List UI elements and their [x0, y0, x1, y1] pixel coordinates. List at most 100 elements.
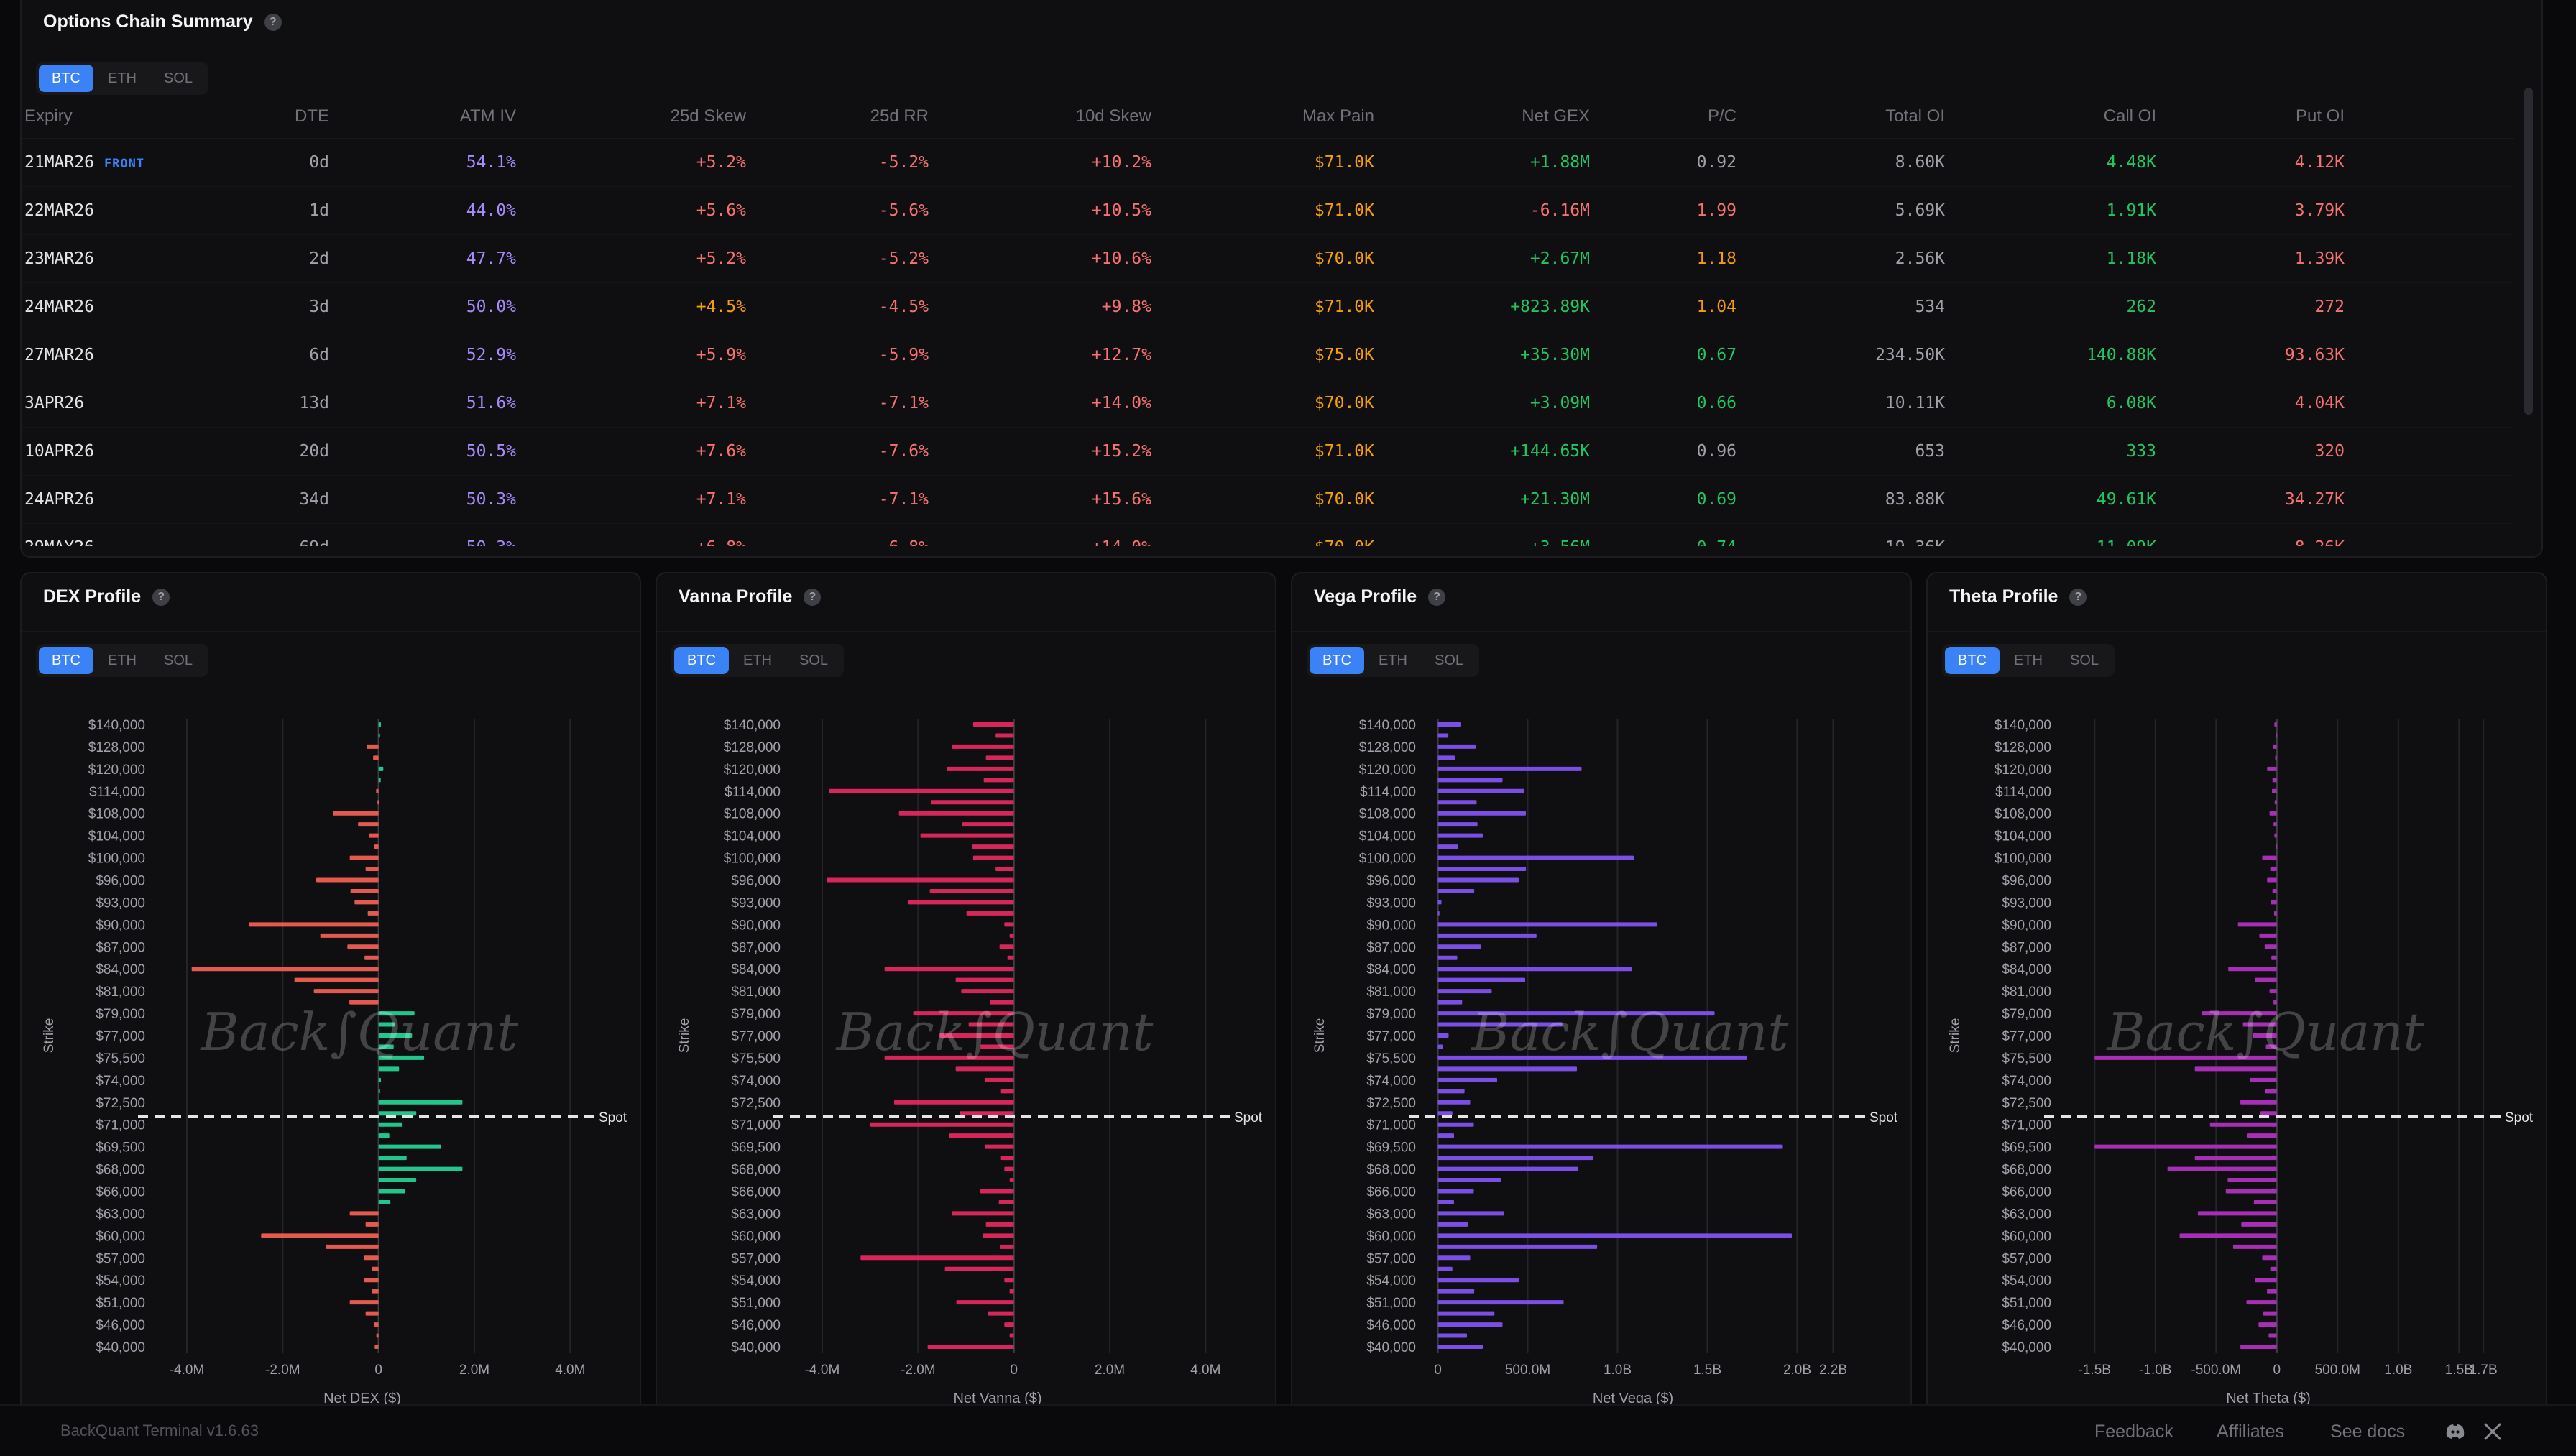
dte-cell: 13d [299, 394, 329, 413]
discord-icon[interactable] [2444, 1420, 2467, 1443]
expiry-cell: 23MAR26 [22, 249, 200, 268]
table-scrollbar[interactable] [2524, 88, 2533, 415]
bar [1438, 1189, 1474, 1194]
bar [955, 977, 1014, 982]
x-twitter-icon[interactable] [2481, 1420, 2504, 1443]
strike-tick-label: $60,000 [731, 1229, 781, 1244]
strike-tick-label: $96,000 [2002, 874, 2051, 889]
table-row[interactable]: 24MAR26 3d 50.0% +4.5% -4.5% +9.8% $71.0K +823.… [22, 283, 2514, 331]
table-row[interactable]: 3APR26 13d 51.6% +7.1% -7.1% +14.0% $70.0K +3.0… [22, 379, 2514, 428]
column-header[interactable]: Expiry [24, 106, 73, 126]
x-tick-label: 2.0M [1095, 1363, 1125, 1378]
bar [972, 844, 1014, 849]
strike-tick-label: $60,000 [96, 1229, 145, 1244]
help-icon[interactable]: ? [152, 588, 170, 606]
bar [990, 1000, 1014, 1005]
tab-btc[interactable]: BTC [674, 647, 729, 674]
strike-tick-label: $79,000 [731, 1007, 781, 1022]
column-header[interactable]: ATM IV [459, 106, 516, 126]
help-icon[interactable]: ? [264, 13, 282, 31]
tab-eth[interactable]: ETH [108, 70, 137, 86]
watermark-logo: Back∫Quant [200, 1002, 519, 1062]
bar [313, 989, 379, 994]
tab-btc[interactable]: BTC [39, 65, 93, 92]
tab-sol[interactable]: SOL [164, 653, 193, 668]
bar [962, 822, 1014, 827]
strike-tick-label: $68,000 [731, 1163, 781, 1178]
help-icon[interactable]: ? [2069, 588, 2087, 606]
tab-eth[interactable]: ETH [743, 653, 772, 668]
column-header[interactable]: 10d Skew [1075, 106, 1151, 126]
pc-ratio-cell: 1.04 [1696, 298, 1736, 316]
strike-tick-label: $75,500 [1366, 1051, 1416, 1066]
column-header[interactable]: DTE [295, 106, 329, 126]
feedback-link[interactable]: Feedback [2094, 1422, 2174, 1442]
column-header[interactable]: Total OI [1885, 106, 1945, 126]
see-docs-link[interactable]: See docs [2330, 1422, 2406, 1442]
strike-tick-label: $69,500 [2002, 1141, 2051, 1156]
expiry-cell: 29MAY26 [22, 538, 200, 546]
help-icon[interactable]: ? [1428, 588, 1446, 606]
rr-25d-cell: -7.1% [878, 394, 929, 413]
scrollbar-thumb[interactable] [2524, 88, 2533, 415]
table-row[interactable]: 21MAR26 FRONT 0d 54.1% +5.2% -5.2% +10.2% $71.0… [22, 139, 2514, 187]
bar [2260, 1111, 2277, 1116]
bar [377, 800, 380, 805]
tab-btc[interactable]: BTC [1945, 647, 2000, 674]
bar [2267, 877, 2277, 883]
table-row[interactable]: 22MAR26 1d 44.0% +5.6% -5.6% +10.5% $71.0K -6.1… [22, 187, 2514, 235]
bar [1438, 1122, 1474, 1127]
strike-tick-label: $51,000 [731, 1296, 781, 1311]
tab-sol[interactable]: SOL [2070, 653, 2099, 668]
tab-eth[interactable]: ETH [1379, 653, 1407, 668]
table-row[interactable]: 10APR26 20d 50.5% +7.6% -7.6% +15.2% $71.0K +14… [22, 428, 2514, 476]
strike-tick-label: $128,000 [724, 740, 781, 755]
column-header[interactable]: Max Pain [1302, 106, 1374, 126]
column-header[interactable]: 25d Skew [670, 106, 746, 126]
table-row[interactable]: 23MAR26 2d 47.7% +5.2% -5.2% +10.6% $70.0K +2.6… [22, 235, 2514, 283]
tab-sol[interactable]: SOL [164, 70, 193, 86]
bar [373, 755, 379, 760]
bar [908, 900, 1014, 905]
strike-tick-label: $57,000 [96, 1251, 145, 1266]
bar [1438, 855, 1634, 860]
strike-tick-label: $60,000 [1366, 1229, 1416, 1244]
bar [378, 722, 381, 727]
bar [2197, 1211, 2277, 1216]
bar [2266, 1044, 2277, 1049]
tab-btc[interactable]: BTC [39, 647, 93, 674]
tab-eth[interactable]: ETH [108, 653, 137, 668]
x-axis-label: Net Vanna ($) [953, 1391, 1041, 1406]
bar [378, 1156, 407, 1161]
call-oi-cell: 262 [2126, 298, 2156, 316]
help-icon[interactable]: ? [804, 588, 822, 606]
column-header[interactable]: 25d RR [870, 106, 929, 126]
affiliates-link[interactable]: Affiliates [2217, 1422, 2285, 1442]
skew-10d-cell: +12.7% [1091, 346, 1151, 364]
table-row[interactable]: 29MAY26 69d50.3%+6.8%-6.8%+14.0%$70.0K+3.… [22, 524, 2514, 546]
tab-sol[interactable]: SOL [1435, 653, 1464, 668]
bar [1438, 1300, 1564, 1305]
bar [2271, 900, 2277, 905]
tab-btc[interactable]: BTC [1310, 647, 1364, 674]
bar [374, 844, 379, 849]
bar [1438, 1311, 1495, 1316]
column-header[interactable]: Call OI [2103, 106, 2156, 126]
column-header[interactable]: Put OI [2295, 106, 2345, 126]
y-axis-label: Strike [42, 1018, 57, 1054]
dte-cell: 34d [299, 490, 329, 509]
max-pain-cell: $71.0K [1314, 153, 1374, 172]
strike-tick-label: $75,500 [2002, 1051, 2051, 1066]
table-row[interactable]: 24APR26 34d 50.3% +7.1% -7.1% +15.6% $70.0K +21… [22, 476, 2514, 524]
tab-sol[interactable]: SOL [799, 653, 829, 668]
bar [2274, 722, 2277, 727]
net-gex-cell: +35.30M [1520, 346, 1590, 364]
column-header[interactable]: P/C [1707, 106, 1736, 126]
bar [968, 1022, 1014, 1027]
strike-tick-label: $84,000 [96, 962, 145, 977]
table-row[interactable]: 27MAR26 6d 52.9% +5.9% -5.9% +12.7% $75.0K +35.… [22, 331, 2514, 379]
column-header[interactable]: Net GEX [1522, 106, 1590, 126]
bar [2255, 977, 2277, 982]
strike-tick-label: $51,000 [2002, 1296, 2051, 1311]
tab-eth[interactable]: ETH [2014, 653, 2043, 668]
